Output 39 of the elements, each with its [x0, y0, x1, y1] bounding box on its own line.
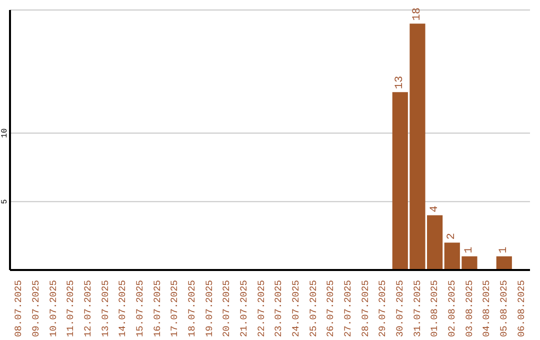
x-tick-label: 05.08.2025 [498, 280, 510, 338]
x-tick-label: 30.07.2025 [394, 280, 406, 338]
x-tick-label: 10.07.2025 [48, 280, 59, 338]
x-tick-label: 22.07.2025 [256, 280, 267, 338]
x-tick-label: 12.07.2025 [82, 280, 94, 338]
data-label: 4 [428, 205, 441, 212]
x-tick-label: 28.07.2025 [360, 280, 371, 338]
x-tick-label: 03.08.2025 [464, 280, 475, 338]
bar [496, 256, 512, 270]
data-label: 2 [446, 233, 458, 240]
x-tick-label: 15.07.2025 [134, 280, 146, 338]
x-tick-label: 09.07.2025 [30, 280, 42, 338]
x-tick-label: 04.08.2025 [481, 280, 492, 338]
x-tick-label: 08.07.2025 [13, 280, 24, 338]
x-tick-label: 17.07.2025 [169, 280, 180, 338]
x-tick-label: 31.07.2025 [412, 280, 423, 338]
x-tick-label: 02.08.2025 [446, 280, 458, 338]
x-tick-label: 18.07.2025 [186, 280, 198, 338]
x-tick-label: 01.08.2025 [429, 280, 440, 338]
data-label: 1 [463, 246, 476, 254]
x-tick-label: 06.08.2025 [516, 280, 527, 338]
x-tick-label: 16.07.2025 [152, 280, 163, 338]
x-tick-label: 19.07.2025 [204, 280, 215, 338]
x-tick-label: 13.07.2025 [100, 280, 111, 338]
y-tick-label: 10 [0, 128, 10, 138]
x-tick-label: 29.07.2025 [377, 280, 388, 338]
x-tick-label: 26.07.2025 [325, 280, 336, 338]
x-tick-label: 23.07.2025 [273, 280, 284, 338]
data-label: 1 [498, 246, 510, 254]
x-tick-label: 24.07.2025 [290, 280, 302, 338]
x-tick-label: 25.07.2025 [308, 280, 319, 338]
x-tick-label: 27.07.2025 [342, 280, 354, 338]
x-tick-label: 21.07.2025 [238, 280, 250, 338]
data-label: 13 [394, 76, 406, 90]
data-label: 18 [411, 7, 424, 21]
x-tick-label: 11.07.2025 [65, 280, 76, 338]
x-tick-label: 20.07.2025 [221, 280, 232, 338]
x-tick-label: 14.07.2025 [117, 280, 128, 338]
y-tick-label: 5 [0, 198, 10, 204]
